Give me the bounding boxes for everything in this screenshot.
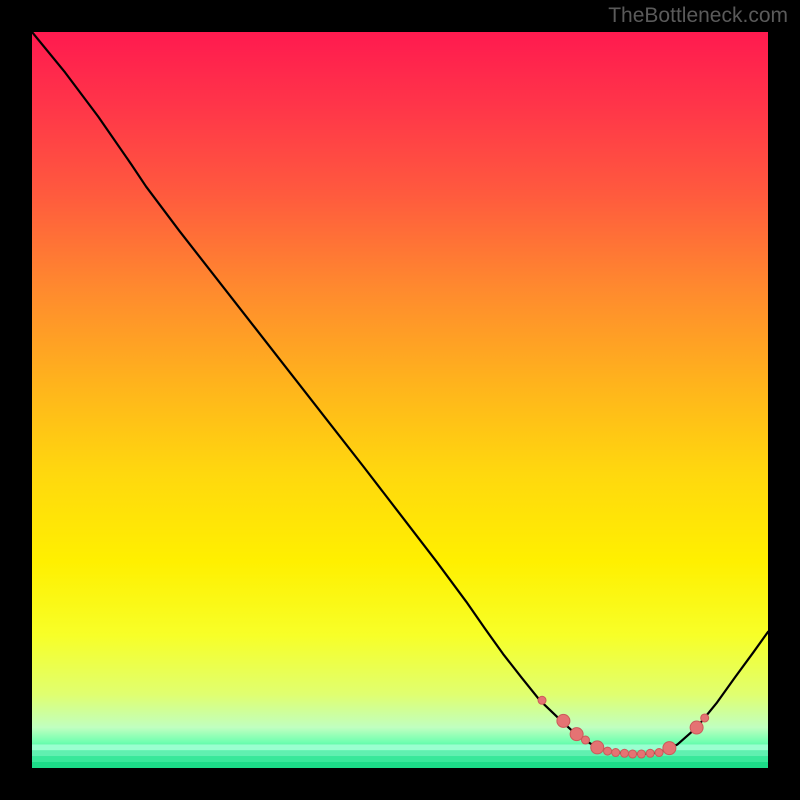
curve-marker bbox=[557, 714, 570, 727]
curve-marker bbox=[538, 696, 546, 704]
curve-marker bbox=[655, 749, 663, 757]
chart-plot-area bbox=[32, 32, 768, 768]
chart-background-gradient bbox=[32, 32, 768, 768]
curve-marker bbox=[612, 749, 620, 757]
curve-marker bbox=[591, 741, 604, 754]
curve-marker bbox=[581, 736, 589, 744]
curve-marker bbox=[604, 747, 612, 755]
curve-marker bbox=[620, 749, 628, 757]
curve-marker bbox=[637, 750, 645, 758]
curve-marker bbox=[701, 714, 709, 722]
gradient-band bbox=[32, 762, 768, 768]
gradient-band bbox=[32, 756, 768, 762]
curve-marker bbox=[646, 749, 654, 757]
chart-svg bbox=[32, 32, 768, 768]
curve-marker bbox=[663, 742, 676, 755]
curve-marker bbox=[690, 721, 703, 734]
watermark-text: TheBottleneck.com bbox=[608, 4, 788, 28]
curve-marker bbox=[629, 750, 637, 758]
